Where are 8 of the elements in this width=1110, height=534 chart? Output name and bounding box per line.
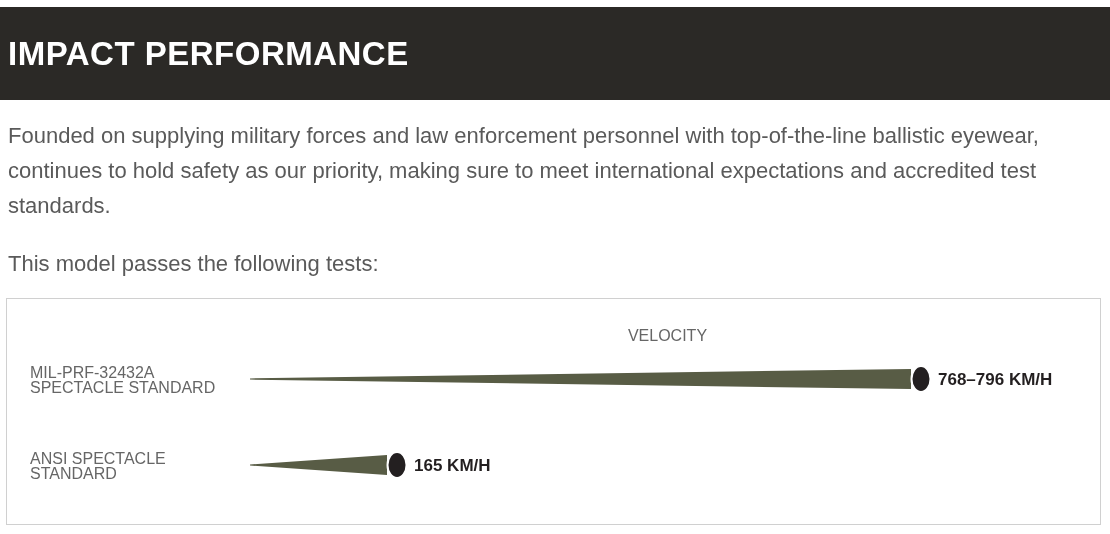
chart-title: IMPACT PERFORMANCE [8,34,409,74]
text: This model passes the following tests: [8,250,379,278]
data-label: 768–796 KM/H [938,369,1053,389]
y-tick-label: ANSI SPECTACLE STANDARD [30,449,166,481]
y-tick-label: MIL-PRF-32432A SPECTACLE STANDARD [30,363,216,395]
data-label: 165 KM/H [414,455,491,475]
chart-subtitle: Founded on supplying military forces and law enforcement personnel with top-of-the-line ballistic eyewear, continues to hold safety as our priority, making sure to meet international expectations and accredited test standards. [8,122,1040,220]
x-axis-title: VELOCITY [627,327,708,344]
